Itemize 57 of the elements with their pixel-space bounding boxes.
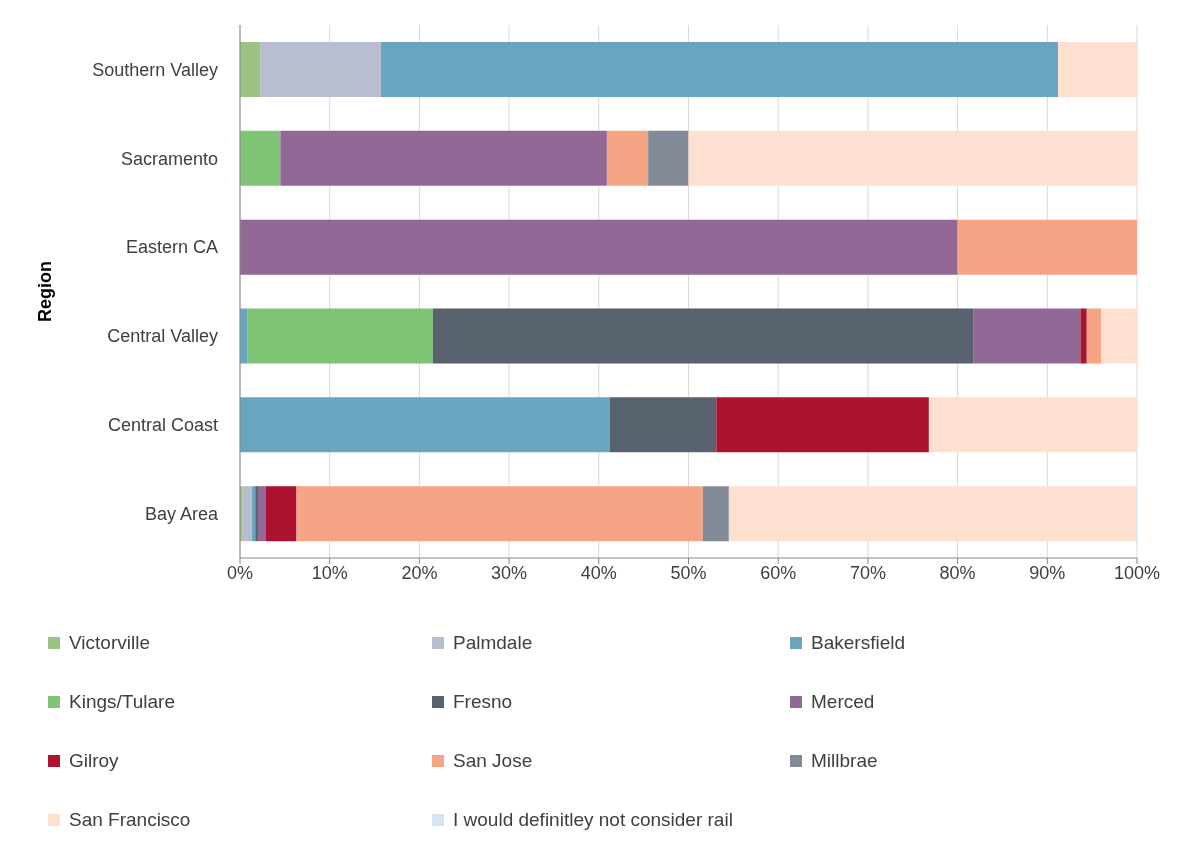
y-tick-label: Central Valley: [107, 326, 218, 347]
bar: [1101, 308, 1137, 364]
bar: [380, 42, 1059, 97]
bar: [716, 397, 929, 453]
bar: [1086, 308, 1102, 364]
bar: [296, 486, 703, 542]
y-tick-label: Southern Valley: [92, 59, 218, 80]
legend-label: Millbrae: [811, 749, 878, 772]
legend-label: Merced: [811, 690, 875, 713]
y-tick-label: Central Coast: [107, 415, 218, 436]
x-tick-label: 40%: [580, 562, 617, 583]
x-tick-label: 60%: [760, 562, 797, 583]
bar: [648, 130, 689, 186]
x-tick-label: 20%: [401, 562, 438, 583]
bar: [728, 486, 1136, 542]
legend-label: Bakersfield: [811, 631, 905, 654]
legend-label: Gilroy: [69, 749, 119, 772]
bar: [266, 486, 297, 542]
legend-label: San Francisco: [69, 808, 191, 831]
x-tick-label: 70%: [849, 562, 886, 583]
legend-label: Kings/Tulare: [69, 690, 175, 713]
bar: [1058, 42, 1137, 97]
bar: [928, 397, 1137, 453]
legend-label: Palmdale: [453, 631, 533, 654]
legend-label: Fresno: [453, 690, 513, 713]
x-tick-label: 50%: [670, 562, 707, 583]
x-tick-label: 0%: [226, 562, 254, 583]
legend-label: Victorville: [69, 631, 150, 654]
bar: [240, 219, 958, 275]
x-tick-label: 80%: [939, 562, 976, 583]
bar: [260, 42, 381, 97]
bar: [432, 308, 974, 364]
bar: [242, 486, 252, 542]
bar: [702, 486, 729, 542]
y-tick-label: Sacramento: [120, 148, 218, 169]
bar: [280, 130, 607, 186]
x-tick-label: 30%: [491, 562, 528, 583]
y-tick-label: Eastern CA: [125, 237, 218, 258]
bar: [606, 130, 649, 186]
bar: [255, 486, 258, 542]
legend-label: I would definitley not consider rail: [453, 808, 733, 831]
legend-label: San Jose: [453, 749, 533, 772]
bar: [609, 397, 717, 453]
bar: [240, 42, 261, 97]
y-axis-title: Region: [35, 261, 55, 322]
x-tick-label: 100%: [1113, 562, 1161, 583]
y-tick-label: Bay Area: [144, 503, 219, 524]
bar: [247, 308, 433, 364]
bar: [240, 130, 281, 186]
bar: [240, 397, 610, 453]
bar: [957, 219, 1137, 275]
bar: [1080, 308, 1087, 364]
bar: [973, 308, 1081, 364]
bar: [257, 486, 267, 542]
x-tick-label: 10%: [311, 562, 348, 583]
bar: [688, 130, 1137, 186]
x-tick-label: 90%: [1029, 562, 1066, 583]
